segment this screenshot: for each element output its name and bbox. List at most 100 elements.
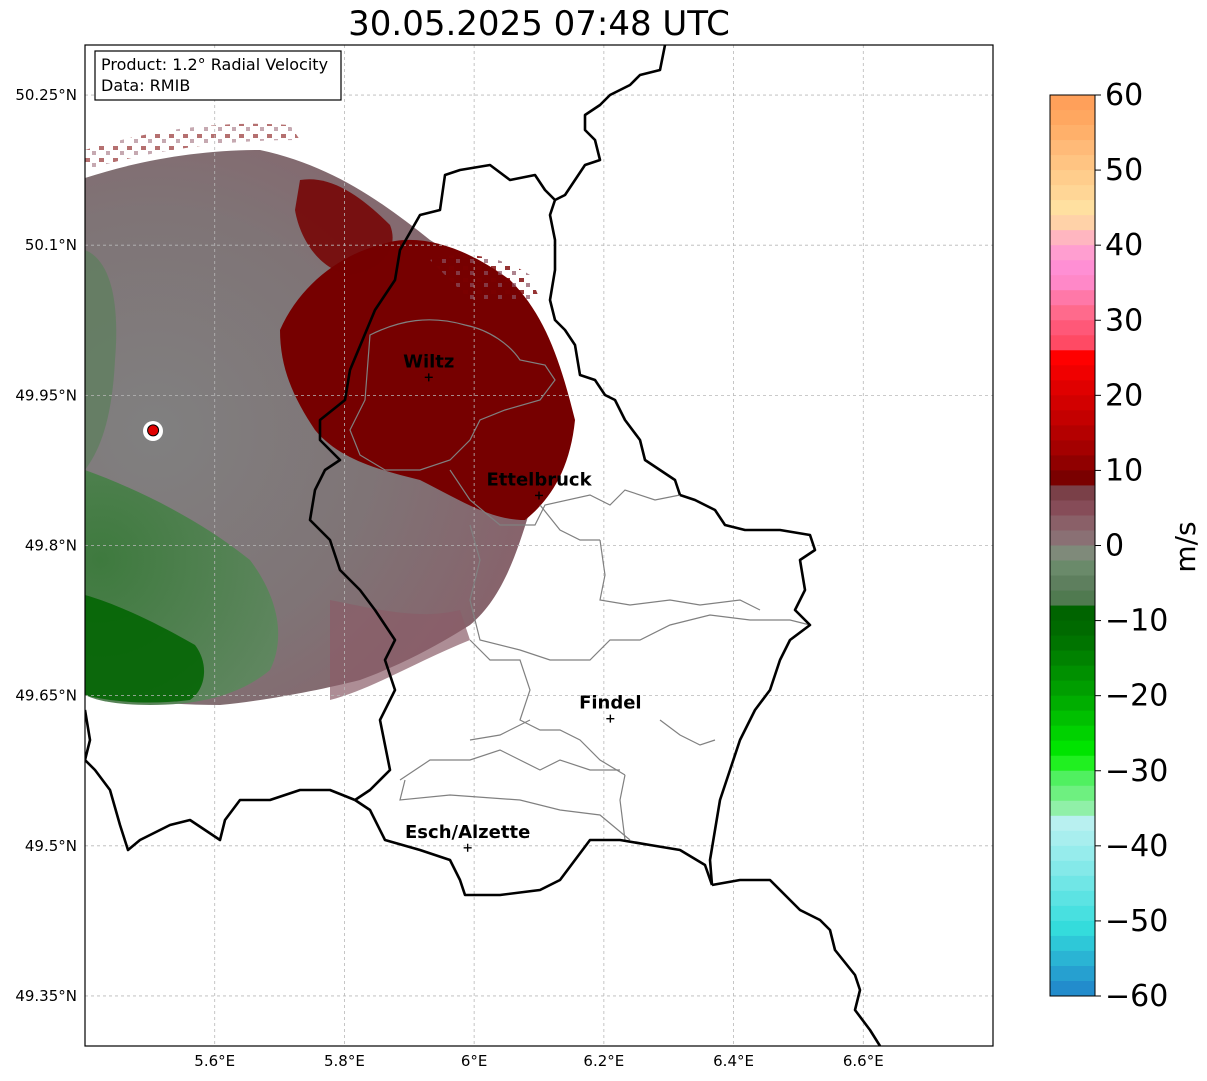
colorbar-bin bbox=[1050, 470, 1095, 486]
colorbar-bin bbox=[1050, 665, 1095, 682]
colorbar-bin bbox=[1050, 605, 1095, 622]
colorbar-bin bbox=[1050, 770, 1095, 787]
colorbar-bin bbox=[1050, 185, 1095, 201]
colorbar-tick-labels: 60 50 40 30 20 10 0 −10 −20 −30 −40 −50 −60 bbox=[1095, 78, 1168, 1014]
colorbar-bin bbox=[1050, 830, 1095, 847]
colorbar-tick-label: 20 bbox=[1105, 378, 1143, 413]
colorbar: 60 50 40 30 20 10 0 −10 −20 −30 −40 −50 −60 m/s bbox=[1049, 78, 1202, 1014]
colorbar-bin bbox=[1050, 800, 1095, 817]
colorbar-bin bbox=[1050, 620, 1095, 637]
colorbar-bin bbox=[1050, 935, 1095, 952]
colorbar-bin bbox=[1050, 260, 1095, 276]
colorbar-bin bbox=[1050, 395, 1095, 411]
colorbar-bin bbox=[1050, 590, 1095, 607]
plot-frame bbox=[84, 44, 994, 1047]
colorbar-bin bbox=[1050, 455, 1095, 471]
colorbar-bin bbox=[1050, 560, 1095, 577]
colorbar-tick-label: 0 bbox=[1105, 529, 1124, 564]
lon-tick-label: 6.6°E bbox=[843, 1052, 884, 1070]
colorbar-tick-label: 10 bbox=[1105, 453, 1143, 488]
colorbar-bin bbox=[1050, 575, 1095, 592]
colorbar-bin bbox=[1050, 695, 1095, 712]
colorbar-bin bbox=[1050, 200, 1095, 216]
colorbar-bin bbox=[1050, 500, 1095, 516]
lat-tick-label: 49.5°N bbox=[25, 837, 77, 855]
colorbar-bin bbox=[1050, 230, 1095, 246]
radar-site-marker bbox=[147, 424, 160, 437]
colorbar-tick-label: 60 bbox=[1105, 78, 1143, 113]
colorbar-bin bbox=[1050, 275, 1095, 291]
colorbar-bin bbox=[1050, 710, 1095, 727]
lon-tick-label: 6°E bbox=[461, 1052, 488, 1070]
colorbar-tick-label: −40 bbox=[1105, 829, 1168, 864]
colorbar-bin bbox=[1050, 140, 1095, 156]
colorbar-bin bbox=[1050, 425, 1095, 441]
radar-echoes bbox=[85, 123, 575, 705]
colorbar-tick-label: −60 bbox=[1105, 979, 1168, 1014]
colorbar-tick-label: −20 bbox=[1105, 679, 1168, 714]
lat-tick-label: 49.8°N bbox=[25, 537, 77, 555]
lat-tick-label: 50.1°N bbox=[25, 236, 77, 254]
colorbar-bin bbox=[1050, 485, 1095, 501]
colorbar-bin bbox=[1050, 920, 1095, 937]
map-title: 30.05.2025 07:48 UTC bbox=[348, 4, 730, 44]
lon-tick-label: 5.8°E bbox=[324, 1052, 365, 1070]
colorbar-bin bbox=[1050, 845, 1095, 862]
colorbar-bin bbox=[1050, 215, 1095, 231]
outer-scatter-south bbox=[330, 600, 470, 700]
colorbar-bin bbox=[1050, 740, 1095, 757]
colorbar-bin bbox=[1050, 545, 1095, 562]
colorbar-bin bbox=[1050, 515, 1095, 531]
colorbar-label: m/s bbox=[1169, 521, 1202, 572]
colorbar-tick-label: 30 bbox=[1105, 303, 1143, 338]
scatter-echoes bbox=[430, 255, 540, 300]
colorbar-bin bbox=[1050, 320, 1095, 336]
colorbar-bin bbox=[1050, 305, 1095, 321]
colorbar-bin bbox=[1050, 785, 1095, 802]
colorbar-bin bbox=[1050, 365, 1095, 381]
dark-red-velocity-core bbox=[280, 239, 575, 520]
green-west-strip bbox=[85, 250, 117, 470]
colorbar-bin bbox=[1050, 440, 1095, 456]
colorbar-bin bbox=[1050, 725, 1095, 742]
longitude-tick-labels: 5.6°E 5.8°E 6°E 6.2°E 6.4°E 6.6°E bbox=[194, 1052, 883, 1070]
colorbar-bin bbox=[1050, 875, 1095, 892]
colorbar-tick-label: 40 bbox=[1105, 228, 1143, 263]
dark-red-north-area bbox=[295, 179, 393, 275]
lon-tick-label: 5.6°E bbox=[194, 1052, 235, 1070]
place-marker bbox=[535, 491, 543, 500]
colorbar-bin bbox=[1050, 650, 1095, 667]
gridlines bbox=[85, 45, 993, 1046]
colorbar-bin bbox=[1050, 380, 1095, 396]
colorbar-bin bbox=[1050, 815, 1095, 832]
colorbar-bin bbox=[1050, 905, 1095, 922]
colorbar-bin bbox=[1050, 110, 1095, 126]
national-borders bbox=[85, 45, 882, 1046]
colorbar-bin bbox=[1050, 95, 1095, 111]
colorbar-bin bbox=[1050, 410, 1095, 426]
place-label: Wiltz bbox=[403, 351, 454, 372]
canton-boundaries bbox=[349, 319, 811, 841]
colorbar-tick-label: 50 bbox=[1105, 153, 1143, 188]
lat-tick-label: 50.25°N bbox=[15, 86, 77, 104]
lat-tick-label: 49.95°N bbox=[15, 386, 77, 404]
colorbar-bin bbox=[1050, 680, 1095, 697]
colorbar-bin bbox=[1050, 860, 1095, 877]
colorbar-bin bbox=[1050, 290, 1095, 306]
colorbar-tick-label: −30 bbox=[1105, 754, 1168, 789]
colorbar-bin bbox=[1050, 890, 1095, 907]
colorbar-bin bbox=[1050, 950, 1095, 967]
place-markers: Wiltz Ettelbruck Findel Esch/Alzette bbox=[403, 351, 642, 852]
colorbar-bin bbox=[1050, 965, 1095, 982]
colorbar-tick-label: −10 bbox=[1105, 604, 1168, 639]
info-box: Product: 1.2° Radial Velocity Data: RMIB bbox=[94, 50, 342, 101]
lat-tick-label: 49.65°N bbox=[15, 687, 77, 705]
colorbar-bin bbox=[1050, 530, 1095, 546]
colorbar-bin bbox=[1050, 170, 1095, 186]
colorbar-tick-label: −50 bbox=[1105, 904, 1168, 939]
lat-tick-label: 49.35°N bbox=[15, 987, 77, 1005]
place-label: Findel bbox=[579, 693, 642, 714]
lon-tick-label: 6.2°E bbox=[583, 1052, 624, 1070]
info-data-source: Data: RMIB bbox=[101, 76, 190, 95]
